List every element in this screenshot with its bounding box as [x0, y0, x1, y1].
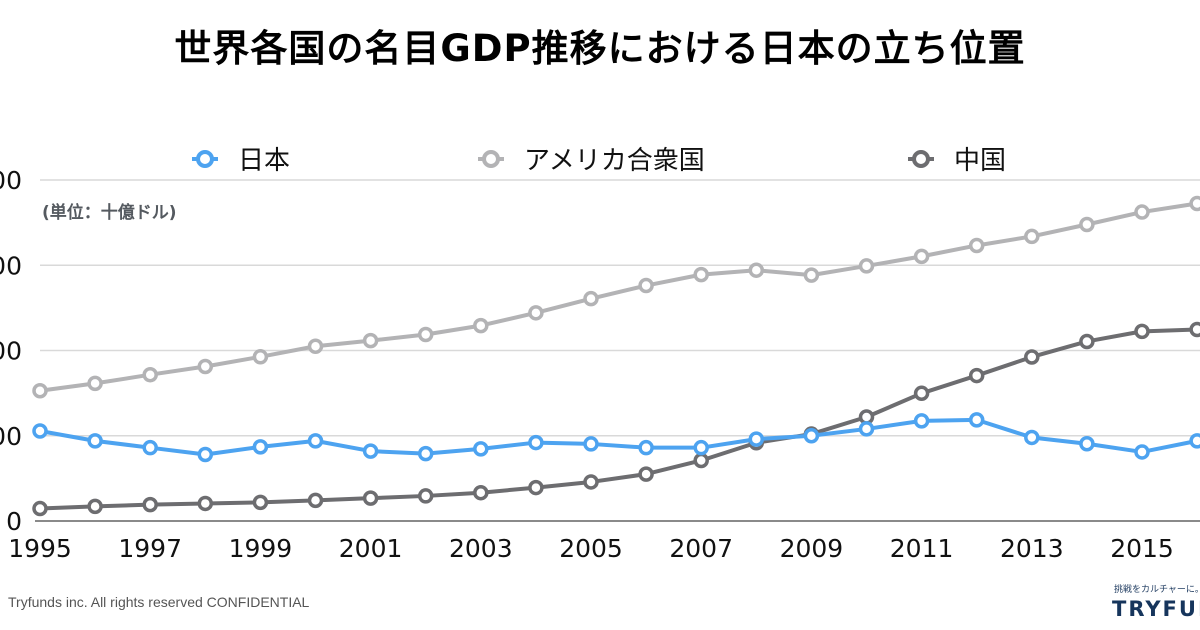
- legend-item-usa: アメリカ合衆国: [476, 140, 705, 177]
- legend-label-usa: アメリカ合衆国: [524, 146, 705, 176]
- data-point-2-2007: [693, 452, 709, 469]
- data-point-2-2016: [1189, 321, 1200, 338]
- data-point-1-2007: [693, 266, 709, 283]
- data-point-1-1995: [32, 382, 48, 399]
- data-point-2-1995: [32, 500, 48, 517]
- data-point-1-1999: [252, 349, 269, 365]
- x-tick-label: 2009: [780, 534, 844, 563]
- data-point-1-2013: [1024, 228, 1040, 245]
- x-tick-label: 1995: [8, 534, 72, 563]
- series-line-0: [39, 417, 1198, 457]
- data-point-2-1999: [252, 494, 269, 511]
- data-point-1-2004: [528, 305, 544, 321]
- data-point-0-1995: [32, 423, 48, 439]
- data-point-0-2010: [858, 421, 875, 437]
- legend: 日本 アメリカ合衆国 中国: [0, 140, 1200, 180]
- x-tick-label: 1999: [229, 534, 293, 563]
- data-point-1-2005: [583, 290, 599, 307]
- data-point-0-2012: [968, 412, 985, 428]
- x-tick-label: 2011: [890, 534, 954, 563]
- unit-label: (単位：十億ドル): [42, 203, 177, 223]
- data-point-0-2005: [583, 436, 599, 452]
- data-point-1-2014: [1079, 216, 1095, 233]
- data-point-2-2000: [307, 492, 324, 509]
- data-point-1-2002: [417, 326, 434, 343]
- data-point-2-2002: [417, 488, 434, 504]
- data-point-2-2015: [1134, 323, 1150, 340]
- data-point-0-1998: [197, 446, 214, 463]
- data-point-2-1997: [142, 496, 158, 513]
- x-tick-label: 2013: [1000, 534, 1064, 563]
- data-point-1-2012: [968, 237, 985, 254]
- line-chart: 0 5000 10000 15000 20000 1995 1997 1999 2001 2003…: [0, 166, 1200, 563]
- x-tick-label: 2003: [449, 534, 513, 563]
- x-tick-label: 1997: [118, 534, 182, 563]
- data-point-1-2000: [307, 338, 324, 354]
- data-point-2-2006: [638, 466, 654, 482]
- data-point-1-2003: [473, 317, 489, 334]
- legend-marker-china-icon: [908, 149, 934, 168]
- data-point-0-2016: [1189, 433, 1200, 449]
- data-point-2-2005: [583, 474, 599, 490]
- data-point-1-2008: [748, 262, 765, 278]
- data-point-2-1996: [87, 498, 103, 515]
- x-tick-label: 2005: [559, 534, 623, 563]
- data-point-1-2009: [803, 267, 820, 283]
- x-tick-label: 2015: [1110, 534, 1174, 563]
- brand-name: TRYFUNDS: [1112, 597, 1200, 621]
- x-tick-label: 2007: [669, 534, 733, 563]
- data-point-0-2002: [417, 445, 434, 462]
- data-point-0-1996: [87, 433, 103, 449]
- footer-copyright: Tryfunds inc. All rights reserved CONFID…: [8, 594, 310, 610]
- y-tick-label: 5000: [0, 422, 22, 451]
- data-point-0-1997: [142, 439, 158, 456]
- series-line-1: [39, 201, 1198, 393]
- data-point-2-2012: [968, 367, 985, 384]
- data-point-0-2003: [473, 441, 489, 457]
- data-point-0-2004: [528, 434, 544, 451]
- x-tick-label: 2001: [339, 534, 403, 563]
- data-point-0-2001: [362, 443, 379, 459]
- brand-tagline: 挑戦をカルチャーに。: [1114, 585, 1200, 595]
- data-point-2-2013: [1024, 349, 1040, 365]
- data-point-2-2011: [913, 385, 930, 402]
- data-point-2-2003: [473, 484, 489, 501]
- data-point-0-2009: [803, 428, 820, 444]
- y-tick-label: 15000: [0, 251, 22, 280]
- data-point-0-2008: [748, 431, 765, 447]
- y-tick-label: 0: [6, 507, 22, 536]
- data-point-1-2010: [858, 258, 875, 274]
- data-point-0-1999: [252, 439, 269, 455]
- y-tick-label: 10000: [0, 337, 22, 366]
- legend-label-japan: 日本: [238, 146, 291, 176]
- data-point-2-1998: [197, 495, 214, 512]
- brand-logo: 挑戦をカルチャーに。 TRYFUNDS: [1100, 582, 1200, 621]
- data-point-1-2006: [638, 277, 654, 294]
- data-point-0-2007: [693, 439, 709, 456]
- data-point-0-2011: [913, 413, 930, 429]
- legend-label-china: 中国: [954, 146, 1007, 176]
- data-point-1-2011: [913, 248, 930, 265]
- chart-title: 世界各国の名目GDP推移における日本の立ち位置: [174, 27, 1026, 70]
- data-point-1-1998: [197, 358, 214, 375]
- data-point-0-2014: [1079, 436, 1095, 452]
- y-tick-label: 20000: [0, 166, 22, 195]
- data-point-2-2004: [528, 479, 544, 496]
- data-point-1-2016: [1189, 195, 1200, 212]
- legend-item-china: 中国: [906, 140, 1006, 177]
- data-point-0-2013: [1024, 429, 1040, 446]
- data-point-1-2015: [1134, 204, 1150, 220]
- data-point-2-2014: [1079, 333, 1095, 350]
- legend-marker-japan-icon: [192, 149, 218, 168]
- legend-marker-usa-icon: [478, 149, 504, 168]
- data-point-2-2001: [362, 490, 379, 506]
- data-point-1-2001: [362, 332, 379, 349]
- series-line-2: [39, 327, 1198, 511]
- data-point-1-1997: [142, 366, 158, 383]
- legend-item-japan: 日本: [190, 140, 290, 177]
- data-point-1-1996: [87, 375, 103, 392]
- data-point-0-2015: [1134, 444, 1150, 460]
- data-point-0-2000: [307, 433, 324, 449]
- data-point-0-2006: [638, 439, 654, 456]
